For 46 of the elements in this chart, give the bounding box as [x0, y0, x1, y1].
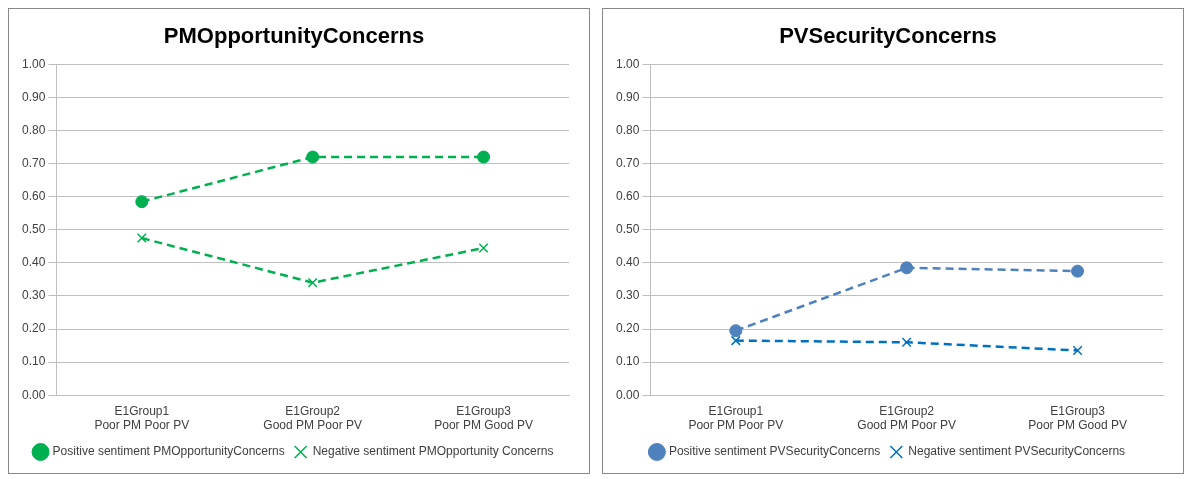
y-tick-label: 0.50	[616, 222, 640, 237]
y-tick-label: 0.40	[22, 255, 46, 270]
chart-title: PVSecurityConcerns	[779, 23, 997, 49]
point	[307, 277, 318, 288]
y-tick-label: 0.20	[22, 321, 46, 336]
point	[901, 337, 912, 348]
y-tick-label: 0.80	[616, 122, 640, 137]
point	[1071, 264, 1085, 278]
y-tick-label: 0.90	[22, 89, 46, 104]
y-tick-label: 0.30	[616, 288, 640, 303]
chart-title: PMOpportunityConcerns	[163, 23, 425, 49]
point	[729, 324, 743, 338]
point	[136, 233, 147, 244]
y-tick-label: 0.70	[22, 155, 46, 170]
point	[478, 243, 489, 253]
y-tick-label: 0.80	[22, 122, 46, 137]
point	[306, 150, 320, 164]
point	[135, 195, 149, 209]
y-tick-label: 0.00	[22, 387, 46, 402]
point	[900, 261, 914, 275]
y-tick-label: 1.00	[616, 56, 640, 71]
y-tick-label: 0.10	[22, 354, 46, 369]
y-tick-label: 0.60	[22, 189, 46, 204]
legend-label: Positive sentiment PMOpportunityConcerns	[52, 444, 285, 459]
y-tick-label: 0.70	[616, 155, 640, 170]
legend-label: Negative sentiment PMOpportunity Concerns	[312, 444, 554, 459]
legend-label: Positive sentiment PVSecurityConcerns	[668, 444, 881, 459]
x-tick-label: E1Group3 Poor PM Good PV	[1028, 403, 1127, 433]
x-tick-label: E1Group1 Poor PM Poor PV	[94, 403, 190, 433]
y-tick-label: 0.40	[616, 255, 640, 270]
y-tick-label: 0.20	[616, 321, 640, 336]
x-tick-label: E1Group3 Poor PM Good PV	[434, 403, 533, 433]
legend-label: Negative sentiment PVSecurityConcerns	[908, 444, 1126, 459]
y-tick-label: 0.00	[616, 387, 640, 402]
point	[477, 150, 491, 164]
y-tick-label: 0.90	[616, 89, 640, 104]
x-tick-label: E1Group2 Good PM Poor PV	[263, 403, 363, 433]
point	[730, 335, 741, 346]
x-tick-label: E1Group2 Good PM Poor PV	[857, 403, 957, 433]
y-tick-label: 0.10	[616, 354, 640, 369]
y-tick-label: 0.30	[22, 288, 46, 303]
y-tick-label: 0.50	[22, 222, 46, 237]
x-tick-label: E1Group1 Poor PM Poor PV	[688, 403, 784, 433]
point	[1072, 345, 1083, 356]
y-tick-label: 1.00	[22, 56, 46, 71]
y-tick-label: 0.60	[616, 189, 640, 204]
